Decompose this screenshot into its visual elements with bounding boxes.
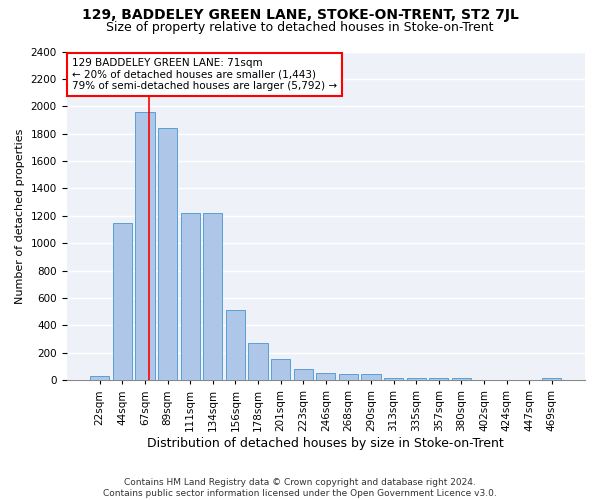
Bar	[248, 344, 268, 380]
Bar	[542, 378, 562, 380]
Text: Size of property relative to detached houses in Stoke-on-Trent: Size of property relative to detached ho…	[106, 21, 494, 34]
Bar	[90, 376, 109, 380]
Bar	[203, 213, 223, 380]
Bar	[384, 378, 403, 380]
Bar	[113, 222, 132, 380]
Bar	[293, 370, 313, 380]
Bar	[136, 112, 155, 380]
Bar	[226, 310, 245, 380]
Bar	[271, 359, 290, 380]
Text: 129, BADDELEY GREEN LANE, STOKE-ON-TRENT, ST2 7JL: 129, BADDELEY GREEN LANE, STOKE-ON-TRENT…	[82, 8, 518, 22]
Bar	[407, 378, 426, 380]
Text: Contains HM Land Registry data © Crown copyright and database right 2024.
Contai: Contains HM Land Registry data © Crown c…	[103, 478, 497, 498]
X-axis label: Distribution of detached houses by size in Stoke-on-Trent: Distribution of detached houses by size …	[148, 437, 504, 450]
Bar	[429, 378, 448, 380]
Bar	[316, 374, 335, 380]
Bar	[181, 213, 200, 380]
Bar	[361, 374, 380, 380]
Bar	[452, 378, 471, 380]
Bar	[339, 374, 358, 380]
Y-axis label: Number of detached properties: Number of detached properties	[15, 128, 25, 304]
Bar	[158, 128, 177, 380]
Text: 129 BADDELEY GREEN LANE: 71sqm
← 20% of detached houses are smaller (1,443)
79% : 129 BADDELEY GREEN LANE: 71sqm ← 20% of …	[72, 58, 337, 92]
